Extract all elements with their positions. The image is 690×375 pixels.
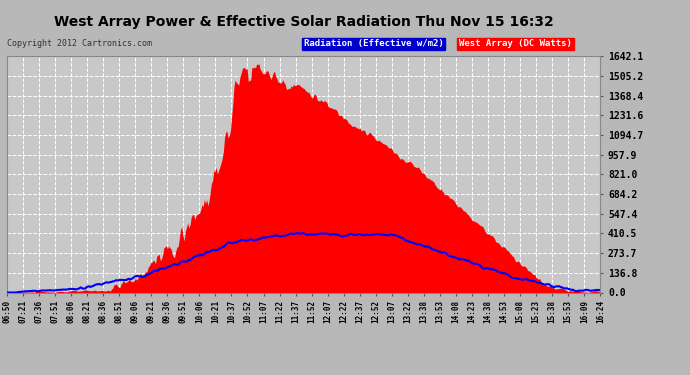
Text: West Array Power & Effective Solar Radiation Thu Nov 15 16:32: West Array Power & Effective Solar Radia… xyxy=(54,15,553,29)
Text: Radiation (Effective w/m2): Radiation (Effective w/m2) xyxy=(304,39,444,48)
Text: Copyright 2012 Cartronics.com: Copyright 2012 Cartronics.com xyxy=(7,39,152,48)
Text: West Array (DC Watts): West Array (DC Watts) xyxy=(459,39,572,48)
